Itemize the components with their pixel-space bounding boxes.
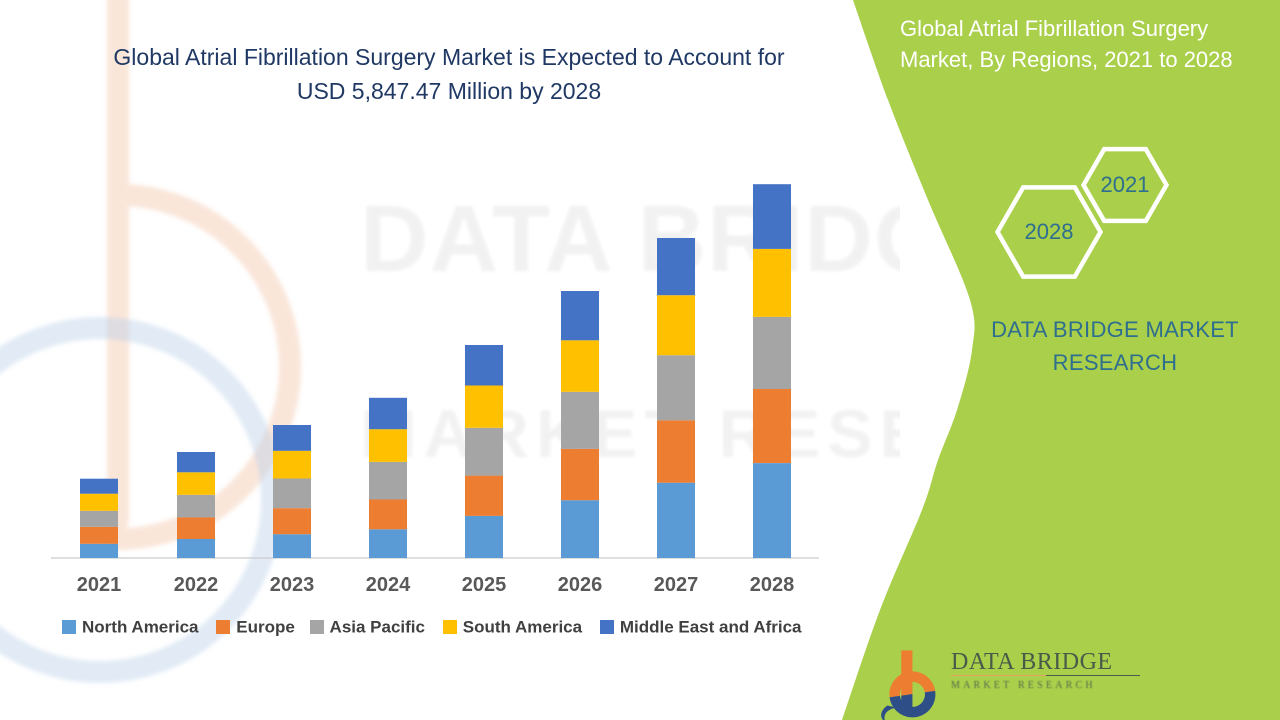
svg-text:2028: 2028 (1025, 219, 1074, 244)
svg-text:2021: 2021 (1101, 172, 1150, 197)
